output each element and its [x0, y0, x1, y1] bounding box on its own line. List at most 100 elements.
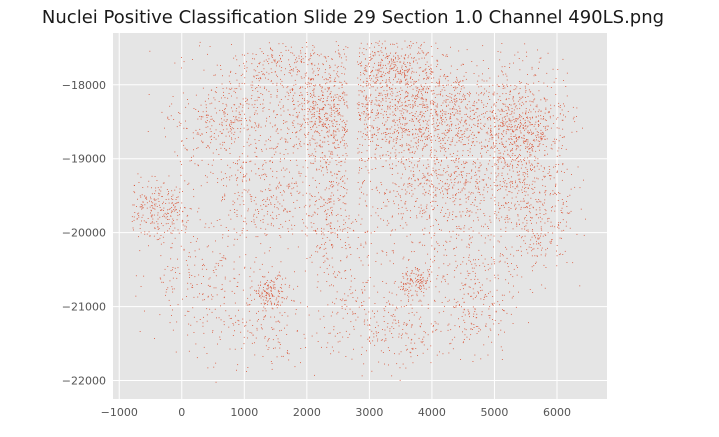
data-point [265, 297, 267, 298]
data-point [447, 139, 449, 141]
data-point [416, 148, 418, 150]
data-point [249, 134, 251, 136]
data-point [417, 133, 419, 135]
data-point [182, 210, 184, 212]
data-point [438, 169, 440, 170]
data-point [315, 230, 316, 232]
data-point [425, 83, 427, 85]
data-point [505, 164, 507, 166]
data-point [405, 159, 407, 160]
data-point [383, 90, 385, 92]
data-point [431, 90, 433, 92]
data-point [388, 79, 390, 80]
data-point [468, 124, 470, 126]
data-point [222, 199, 223, 200]
data-point [292, 90, 293, 91]
data-point [275, 117, 276, 119]
data-point [151, 214, 153, 216]
data-point [273, 110, 275, 112]
data-point [399, 110, 401, 112]
data-point [312, 138, 314, 140]
data-point [326, 257, 328, 259]
data-point [337, 112, 339, 114]
data-point [395, 76, 397, 77]
data-point [433, 157, 435, 159]
data-point [467, 196, 469, 198]
data-point [315, 229, 317, 231]
data-point [536, 233, 538, 235]
data-point [457, 188, 459, 190]
data-point [523, 143, 525, 144]
data-point [218, 101, 220, 102]
data-point [508, 282, 509, 284]
data-point [466, 104, 468, 106]
data-point [508, 98, 510, 100]
data-point [519, 170, 520, 172]
data-point [329, 120, 331, 121]
data-point [485, 132, 487, 134]
data-point [538, 115, 539, 117]
data-point [473, 327, 475, 328]
data-point [512, 126, 513, 128]
data-point [540, 233, 542, 235]
data-point [211, 164, 213, 166]
data-point [292, 101, 294, 102]
data-point [398, 81, 400, 83]
data-point [442, 138, 444, 140]
data-point [405, 274, 407, 276]
data-point [321, 206, 323, 207]
data-point [298, 138, 300, 140]
data-point [506, 79, 508, 81]
data-point [379, 94, 381, 96]
data-point [249, 161, 251, 163]
data-point [490, 329, 492, 331]
data-point [360, 63, 361, 64]
data-point [507, 108, 509, 110]
data-point [423, 86, 425, 88]
data-point [510, 128, 512, 130]
data-point [231, 132, 233, 134]
data-point [441, 124, 443, 126]
data-point [340, 177, 342, 179]
data-point [171, 196, 173, 197]
data-point [546, 129, 548, 131]
data-point [311, 68, 313, 70]
data-point [516, 186, 517, 188]
data-point [198, 207, 200, 209]
data-point [372, 134, 374, 136]
data-point [536, 201, 538, 203]
data-point [537, 247, 539, 249]
data-point [261, 51, 263, 53]
data-point [237, 177, 239, 179]
data-point [531, 222, 532, 224]
data-point [426, 179, 428, 180]
data-point [311, 117, 312, 119]
data-point [528, 148, 530, 150]
data-point [507, 128, 509, 130]
data-point [399, 71, 401, 73]
data-point [509, 218, 511, 220]
data-point [538, 144, 540, 146]
data-point [301, 61, 302, 62]
data-point [344, 242, 346, 243]
data-point [137, 218, 138, 220]
data-point [525, 113, 527, 115]
data-point [533, 125, 535, 127]
data-point [346, 83, 348, 85]
data-point [230, 89, 232, 90]
data-point [405, 222, 407, 224]
data-point [378, 100, 380, 101]
data-point [466, 49, 468, 51]
data-point [313, 88, 315, 90]
data-point [333, 134, 335, 136]
data-point [417, 140, 419, 142]
data-point [497, 168, 499, 169]
data-point [345, 222, 346, 224]
data-point [337, 144, 339, 146]
data-point [561, 230, 563, 232]
data-point [188, 103, 189, 105]
data-point [562, 212, 564, 214]
data-point [172, 230, 174, 232]
data-point [333, 119, 335, 121]
data-point [317, 213, 318, 215]
